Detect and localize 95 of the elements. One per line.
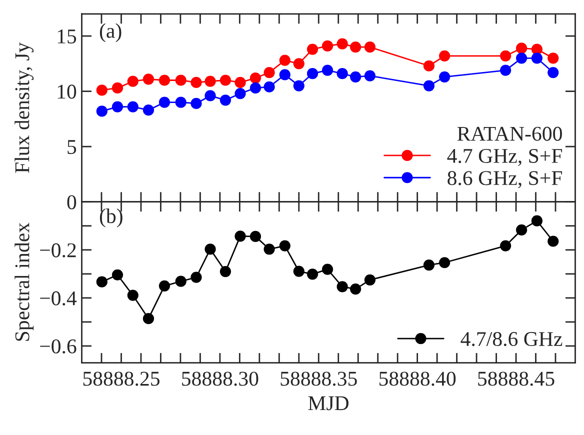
point [234,88,246,100]
point [350,283,362,295]
point [264,66,275,78]
point [516,224,528,236]
point [500,50,512,62]
point [158,280,170,292]
point [190,98,202,110]
point [127,76,138,87]
point [516,42,528,54]
point [190,76,202,88]
legend-label: 4.7 GHz, S+F [447,148,562,166]
y-tick-label: 5 [68,140,76,154]
point [204,244,216,255]
x-tick-label: 58888.35 [280,372,357,386]
point [516,52,528,64]
point [127,101,138,112]
point [293,80,304,92]
point [112,101,124,112]
point [548,52,559,64]
point [306,268,318,280]
y-tick-label: −0.4 [40,291,77,306]
point [423,80,435,92]
point [204,76,216,87]
point [127,290,138,301]
y-axis-title: Flux density, Jy [14,42,34,173]
point [250,82,262,94]
point [96,276,108,288]
point [364,274,376,286]
point [250,230,262,242]
y-tick-label: 10 [58,84,76,99]
annotation: (a) [100,23,122,42]
point [220,266,232,278]
y-tick-label: 15 [58,30,76,44]
x-tick-label: 58888.40 [379,372,456,386]
legend-label: 4.7/8.6 GHz [460,332,562,346]
y-axis-title: Spectral index [14,222,34,341]
x-tick-label: 58888.25 [83,372,160,386]
point [142,74,154,85]
point [336,281,348,292]
point [364,70,376,82]
point [234,230,246,242]
point [175,96,186,108]
x-tick-label: 58888.45 [478,372,554,386]
point [220,94,232,106]
point [279,54,290,66]
point [190,272,202,283]
point [220,74,232,86]
annotation: (b) [100,208,122,228]
point [96,106,108,117]
point [336,68,348,80]
x-tick-label: 58888.30 [182,372,258,386]
point [234,76,246,88]
point [204,90,216,102]
point [364,42,376,53]
point [264,244,275,255]
y-tick-label: −0.6 [40,339,76,354]
point [158,96,170,108]
legend-title: RATAN-600 [457,126,562,141]
point [439,71,450,82]
point [112,82,124,94]
point [500,240,512,252]
point [439,50,450,62]
point [264,81,275,92]
point [250,72,262,84]
point [306,68,318,80]
point [322,64,334,76]
point [531,215,542,226]
point [548,66,559,78]
point [336,38,348,50]
point [175,74,186,86]
point [322,40,334,52]
point [548,236,559,247]
point [142,313,154,324]
x-axis-title: MJD [308,396,349,410]
point [279,69,290,80]
point [423,259,435,271]
point [306,44,318,55]
point [423,60,435,72]
point [500,64,512,76]
point [142,104,154,116]
point [279,240,290,252]
point [322,264,334,275]
legend-label: 8.6 GHz, S+F [448,171,562,188]
point [531,52,542,64]
point [112,269,124,280]
point [350,71,362,82]
point [158,74,170,86]
point [350,42,362,53]
point [96,84,108,96]
point [293,266,304,277]
point [175,276,186,287]
point [293,58,304,70]
y-tick-label: −0.2 [40,243,76,258]
y-tick-label: 0 [67,195,76,210]
point [439,257,450,268]
